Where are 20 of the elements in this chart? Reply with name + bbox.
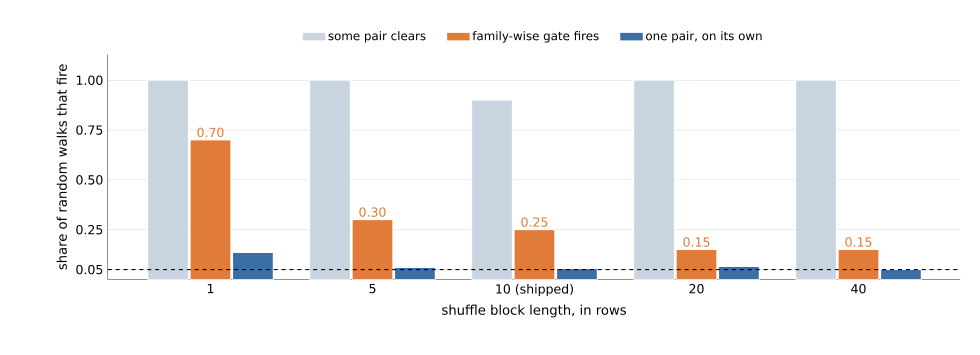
legend-label: family-wise gate fires xyxy=(472,31,599,43)
x-tick-label: 10 (shipped) xyxy=(496,284,573,296)
x-tick-label: 40 xyxy=(851,284,866,294)
data-label: 0.15 xyxy=(845,237,872,247)
data-label: 0.25 xyxy=(521,218,548,228)
x-tick-label: 5 xyxy=(369,284,376,294)
legend-label: one pair, on its own xyxy=(646,31,762,43)
x-tick-label: 1 xyxy=(208,284,214,294)
data-label: 0.30 xyxy=(359,208,386,218)
y-axis-title: share of random walks that fire xyxy=(56,64,67,270)
data-label: 0.15 xyxy=(683,237,710,247)
legend-label: some pair clears xyxy=(328,31,426,43)
data-label: 0.70 xyxy=(197,128,224,138)
y-tick-label: 0.05 xyxy=(76,265,102,274)
x-tick-label: 20 xyxy=(689,284,704,294)
y-tick-label: 0.75 xyxy=(76,126,102,135)
y-tick-label: 1.00 xyxy=(76,76,102,86)
x-axis-title: shuffle block length, in rows xyxy=(442,304,626,318)
y-tick-label: 0.25 xyxy=(76,225,102,235)
y-tick-label: 0.50 xyxy=(76,175,102,185)
